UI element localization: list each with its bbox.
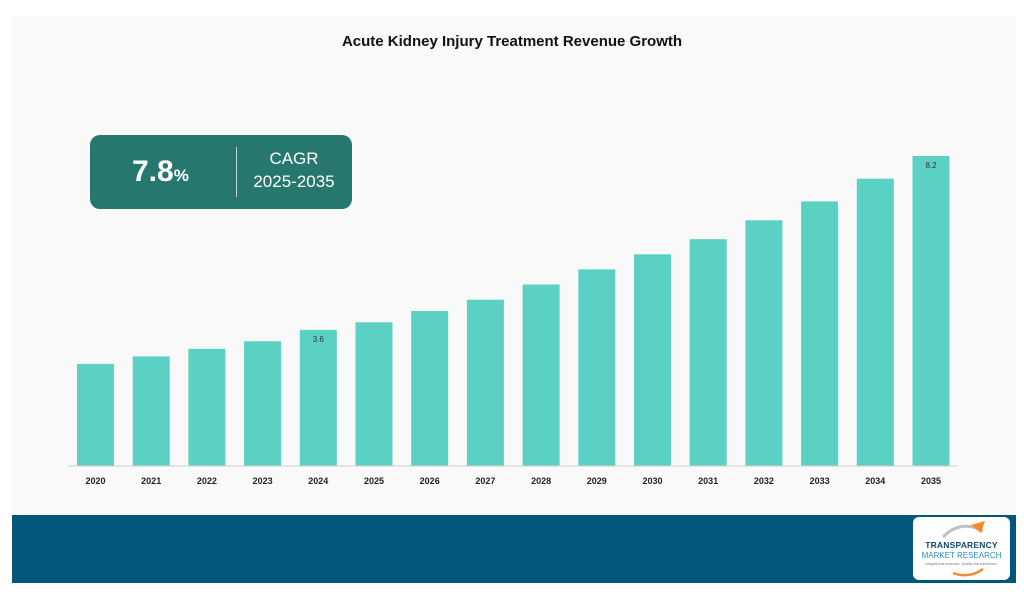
x-tick-label-2025: 2025	[364, 476, 384, 486]
company-logo: TRANSPARENCY MARKET RESEARCH Insights th…	[913, 517, 1010, 580]
x-tick-label-2034: 2034	[865, 476, 885, 486]
data-label-2035: 8.2	[925, 161, 937, 170]
logo-swoosh-icon	[941, 521, 985, 577]
tick-labels-group: 2020 2021 2022 2023 2024 3.6 2025 2026 2027 2028 2…	[85, 161, 941, 486]
bar-2024	[299, 329, 337, 466]
bar-chart: 2020 2021 2022 2023 2024 3.6 2025 2026 2027 2028 2…	[68, 156, 958, 486]
cagr-period: 2025-2035	[253, 172, 335, 191]
x-tick-label-2026: 2026	[420, 476, 440, 486]
x-tick-label-2033: 2033	[810, 476, 830, 486]
x-tick-label-2032: 2032	[754, 476, 774, 486]
bar-2027	[466, 299, 504, 466]
bar-2025	[355, 322, 393, 466]
bars-group	[77, 156, 950, 466]
data-label-2024: 3.6	[313, 335, 325, 344]
logo-line-2: MARKET RESEARCH	[921, 551, 1002, 560]
x-tick-label-2030: 2030	[642, 476, 662, 486]
bar-2031	[689, 239, 727, 466]
bar-2026	[411, 311, 449, 466]
x-tick-label-2023: 2023	[253, 476, 273, 486]
bar-2021	[132, 356, 170, 466]
cagr-label: CAGR	[269, 149, 319, 168]
x-tick-label-2022: 2022	[197, 476, 217, 486]
bar-2029	[578, 269, 616, 466]
x-tick-label-2020: 2020	[85, 476, 105, 486]
x-tick-label-2031: 2031	[698, 476, 718, 486]
bar-2033	[801, 201, 839, 466]
bar-2020	[77, 363, 114, 466]
x-tick-label-2029: 2029	[587, 476, 607, 486]
cagr-divider	[236, 147, 237, 197]
bar-2032	[745, 220, 783, 466]
cagr-value: 7.8%	[132, 135, 189, 209]
x-tick-label-2028: 2028	[531, 476, 551, 486]
bar-2022	[188, 348, 226, 466]
bar-2028	[522, 284, 560, 466]
logo-tagline: Insights that empower. Quality that tran…	[925, 562, 998, 566]
x-tick-label-2027: 2027	[475, 476, 495, 486]
bar-2030	[634, 254, 671, 466]
x-tick-label-2024: 2024	[308, 476, 328, 486]
footer-bar	[12, 515, 1016, 583]
chart-card	[12, 16, 1016, 515]
logo-line-1: TRANSPARENCY	[925, 540, 998, 550]
chart-title: Acute Kidney Injury Treatment Revenue Gr…	[341, 33, 683, 50]
x-tick-label-2021: 2021	[141, 476, 161, 486]
bar-2035	[912, 156, 950, 466]
cagr-unit: %	[173, 166, 189, 185]
x-tick-label-2035: 2035	[921, 476, 941, 486]
bar-2023	[244, 341, 282, 466]
cagr-number: 7.8	[132, 155, 174, 188]
cagr-badge: 7.8% CAGR 2025-2035	[90, 135, 352, 209]
bar-2034	[856, 178, 894, 466]
